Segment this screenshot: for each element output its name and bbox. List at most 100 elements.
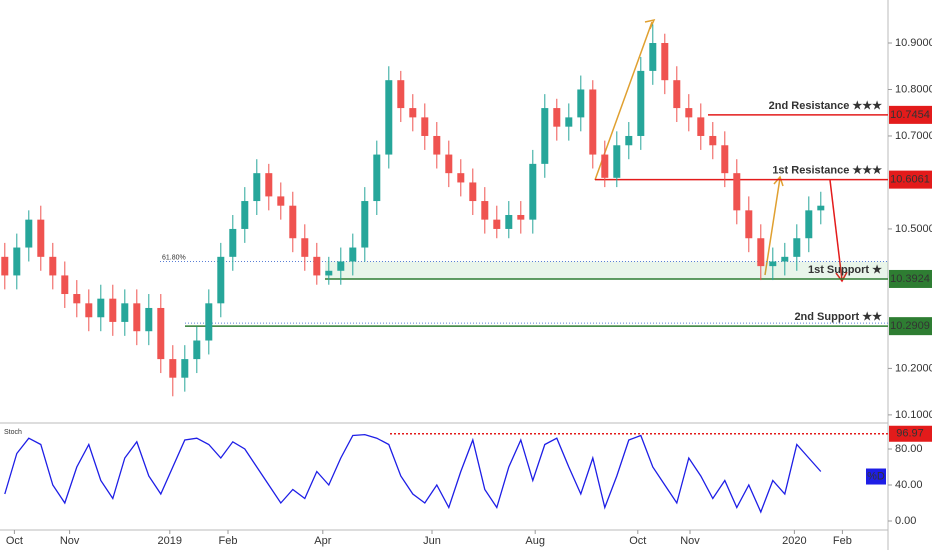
candle-body: [781, 256, 789, 262]
candle-body: [109, 298, 117, 322]
price-badge-text: 10.2909: [890, 320, 930, 332]
fib-label: 61.80%: [162, 254, 186, 261]
value-badge: [889, 425, 932, 442]
level-label: 1st Support ★: [808, 264, 882, 276]
candle-body: [289, 205, 297, 239]
candle-body: [661, 42, 669, 81]
candle-body: [325, 270, 333, 276]
candle-body: [793, 238, 801, 257]
candle-body: [565, 117, 573, 127]
legend-label: %D: [867, 470, 885, 482]
x-tick-label: Feb: [833, 535, 852, 547]
candle-body: [157, 307, 165, 360]
forecast-arrow: [829, 179, 843, 281]
candle-body: [757, 238, 765, 267]
x-tick-label: 2020: [782, 535, 806, 547]
value-badge-text: 96.97: [896, 428, 924, 440]
candle-body: [673, 80, 681, 109]
candle-body: [745, 210, 753, 239]
candle-body: [361, 201, 369, 248]
y-tick-label: 10.7000: [895, 130, 932, 142]
candle-body: [85, 303, 93, 318]
candle-body: [409, 108, 417, 118]
candle-body: [241, 201, 249, 229]
candle-body: [601, 154, 609, 178]
x-tick-label: Jun: [423, 535, 441, 547]
candle-body: [193, 340, 201, 360]
price-badge-text: 10.6061: [890, 174, 930, 186]
candle-body: [73, 294, 81, 304]
candle-body: [529, 163, 537, 220]
candle-body: [649, 42, 657, 71]
candle-body: [637, 70, 645, 136]
candle-body: [25, 219, 33, 248]
candle-body: [493, 219, 501, 229]
candle-body: [433, 135, 441, 155]
candle-body: [13, 247, 21, 276]
x-tick-label: 2019: [158, 535, 182, 547]
x-tick-label: Apr: [314, 535, 331, 547]
candle-body: [805, 210, 813, 239]
candle-body: [817, 205, 825, 211]
candle-body: [553, 108, 561, 127]
candle-body: [217, 256, 225, 304]
x-tick-label: Oct: [6, 535, 23, 547]
price-badge-text: 10.7454: [890, 109, 930, 121]
candle-body: [589, 89, 597, 155]
trend-arrow: [764, 177, 781, 276]
candle-body: [253, 173, 261, 202]
candle-body: [37, 219, 45, 257]
price-badge-text: 10.3924: [890, 273, 930, 285]
candle-body: [265, 173, 273, 197]
candle-body: [97, 298, 105, 318]
candle-body: [709, 135, 717, 146]
x-tick-label: Feb: [219, 535, 238, 547]
x-tick-label: Nov: [680, 535, 700, 547]
stoch-line: [4, 433, 822, 514]
y-tick-label: 80.00: [895, 443, 923, 455]
candle-body: [277, 196, 285, 206]
support-zone: [325, 261, 888, 279]
y-tick-label: 10.8000: [895, 83, 932, 95]
candle-body: [421, 117, 429, 136]
level-label: 2nd Resistance ★★★: [769, 100, 882, 112]
y-tick-label: 40.00: [895, 479, 923, 491]
candle-body: [721, 145, 729, 174]
arrow-head: [835, 271, 848, 283]
candle-body: [133, 303, 141, 332]
y-tick-label: 10.5000: [895, 223, 932, 235]
price-badge: [889, 269, 932, 288]
candle-body: [49, 256, 57, 276]
y-tick-label: 10.1000: [895, 409, 932, 421]
arrow-head: [773, 175, 784, 187]
candle-body: [349, 247, 357, 262]
candle-body: [181, 359, 189, 378]
candle-body: [385, 80, 393, 155]
y-tick-label: 10.2000: [895, 362, 932, 374]
candle-body: [769, 261, 777, 267]
x-tick-label: Aug: [525, 535, 545, 547]
candle-body: [169, 359, 177, 378]
candle-body: [697, 117, 705, 136]
candle-body: [145, 307, 153, 332]
price-badge: [889, 317, 932, 336]
candle-body: [625, 135, 633, 146]
candle-body: [61, 275, 69, 295]
candle-body: [577, 89, 585, 118]
candle-body: [1, 256, 9, 276]
candle-body: [469, 182, 477, 202]
candle-body: [445, 154, 453, 174]
candle-body: [397, 80, 405, 109]
candle-body: [121, 303, 129, 322]
drawings: [0, 0, 889, 550]
candle-body: [613, 145, 621, 178]
candle-body: [313, 256, 321, 276]
price-badge: [889, 105, 932, 124]
candle-body: [541, 108, 549, 164]
candle-body: [517, 214, 525, 220]
candle-body: [685, 108, 693, 118]
candle-body: [229, 228, 237, 257]
candle-body: [373, 154, 381, 202]
